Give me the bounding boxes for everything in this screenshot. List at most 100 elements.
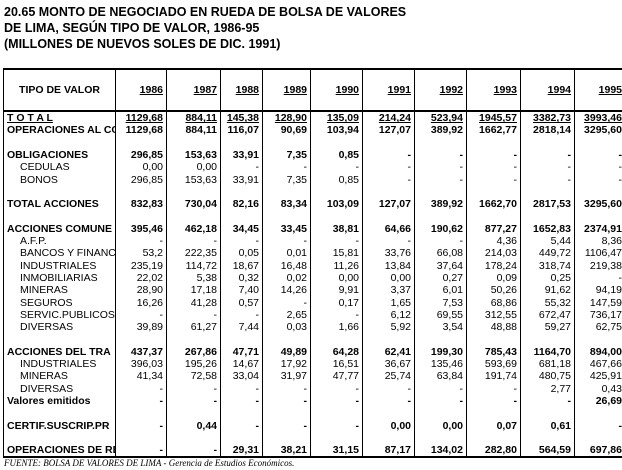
cell: 69,55: [414, 308, 467, 322]
table-row: OBLIGACIONES 296,85 153,63 33,91 7,35 0,85- - -…: [3, 148, 622, 162]
cell: 83,34: [262, 198, 311, 211]
cell: -: [310, 308, 363, 322]
cell: 564,59: [520, 444, 575, 459]
cell: 28,90: [115, 284, 167, 297]
cell: 3295,60: [574, 124, 622, 137]
cell: 296,85: [115, 173, 167, 186]
empty-cell: [362, 431, 415, 445]
cell: 736,17: [574, 308, 622, 322]
cell: 11,26: [310, 259, 363, 272]
cell: 1,65: [362, 296, 415, 309]
cell: 593,69: [466, 357, 521, 371]
cell: 64,66: [362, 222, 415, 235]
empty-cell: [220, 407, 263, 420]
empty-cell: [262, 210, 311, 223]
cell: 318,74: [520, 259, 575, 272]
cell: 1129,68: [115, 111, 167, 125]
table-row: DIVERSAS - - - - - - - -2,77 0,43: [3, 382, 622, 395]
cell: 7,44: [220, 321, 263, 334]
cell: 3,37: [362, 284, 415, 297]
cell: 0,17: [310, 296, 363, 309]
cell: -: [574, 148, 622, 162]
row-label: DIVERSAS: [3, 321, 116, 334]
table-row: OPERACIONES AL CO 1129,68 884,11 116,07 90,6…: [3, 124, 622, 137]
cell: 127,07: [362, 124, 415, 137]
cell: 235,19: [115, 259, 167, 272]
cell: 389,92: [414, 124, 467, 137]
cell: 214,24: [362, 111, 415, 125]
cell: 14,26: [262, 284, 311, 297]
cell: -: [362, 173, 415, 186]
cell: 0,00: [166, 161, 221, 174]
cell: 87,17: [362, 444, 415, 459]
empty-cell: [520, 431, 575, 445]
cell: -: [166, 394, 221, 408]
cell: 395,46: [115, 222, 167, 235]
cell: 884,11: [166, 124, 221, 137]
spacer-row: [3, 185, 622, 199]
empty-cell: [166, 431, 221, 445]
cell: 16,51: [310, 357, 363, 371]
cell: 4,36: [466, 234, 521, 248]
empty-cell: [362, 210, 415, 223]
cell: 389,92: [414, 198, 467, 211]
cell: 5,38: [166, 271, 221, 285]
spacer-row: [3, 333, 622, 346]
cell: 68,86: [466, 296, 521, 309]
cell: 5,92: [362, 321, 415, 334]
cell: 33,91: [220, 173, 263, 186]
empty-cell: [362, 136, 415, 149]
cell: 15,81: [310, 247, 363, 260]
spacer-row: [3, 210, 622, 223]
empty-cell: [220, 431, 263, 445]
column-header: 1987: [166, 68, 221, 112]
cell: 127,07: [362, 198, 415, 211]
cell: 14,67: [220, 357, 263, 371]
cell: 59,27: [520, 321, 575, 334]
cell: 832,83: [115, 198, 167, 211]
row-label: INMOBILIARIAS: [3, 271, 116, 285]
cell: 2818,14: [520, 124, 575, 137]
cell: 47,71: [220, 345, 263, 358]
cell: 72,58: [166, 370, 221, 383]
row-label: ACCIONES COMUNE: [3, 222, 116, 235]
cell: 6,01: [414, 284, 467, 297]
row-label: SEGUROS: [3, 296, 116, 309]
cell: 0,09: [466, 271, 521, 285]
cell: 0,85: [310, 148, 363, 162]
table-row: OPERACIONES DE REF - -29,31 38,21 31,15 87,17…: [3, 444, 622, 459]
empty-cell: [262, 136, 311, 149]
cell: 462,18: [166, 222, 221, 235]
cell: 31,15: [310, 444, 363, 459]
row-label: Valores emitidos: [3, 394, 116, 408]
table-row: INDUSTRIALES 235,19 114,72 18,67 16,48 11,26 1…: [3, 259, 622, 272]
cell: -: [414, 234, 467, 248]
row-label: INDUSTRIALES: [3, 357, 116, 371]
cell: 3,54: [414, 321, 467, 334]
title-line: (MILLONES DE NUEVOS SOLES DE DIC. 1991): [4, 37, 281, 51]
cell: 0,07: [466, 419, 521, 432]
table-row: ACCIONES COMUNE 395,46 462,18 34,45 33,45 38,…: [3, 222, 622, 235]
cell: 18,67: [220, 259, 263, 272]
cell: 26,69: [574, 394, 622, 408]
cell: -: [115, 382, 167, 395]
empty-cell: [520, 185, 575, 199]
cell: 3382,73: [520, 111, 575, 125]
spacer-row: [3, 431, 622, 445]
cell: 2,77: [520, 382, 575, 395]
cell: 1164,70: [520, 345, 575, 358]
cell: 8,36: [574, 234, 622, 248]
cell: 7,53: [414, 296, 467, 309]
cell: 3993,46: [574, 111, 622, 125]
cell: 0,32: [220, 271, 263, 285]
cell: -: [166, 444, 221, 459]
cell: 0,00: [115, 161, 167, 174]
cell: -: [520, 173, 575, 186]
cell: 3295,60: [574, 198, 622, 211]
cell: -: [262, 382, 311, 395]
cell: 49,89: [262, 345, 311, 358]
empty-cell: [166, 185, 221, 199]
empty-cell: [414, 136, 467, 149]
empty-cell: [3, 333, 116, 346]
cell: 894,00: [574, 345, 622, 358]
